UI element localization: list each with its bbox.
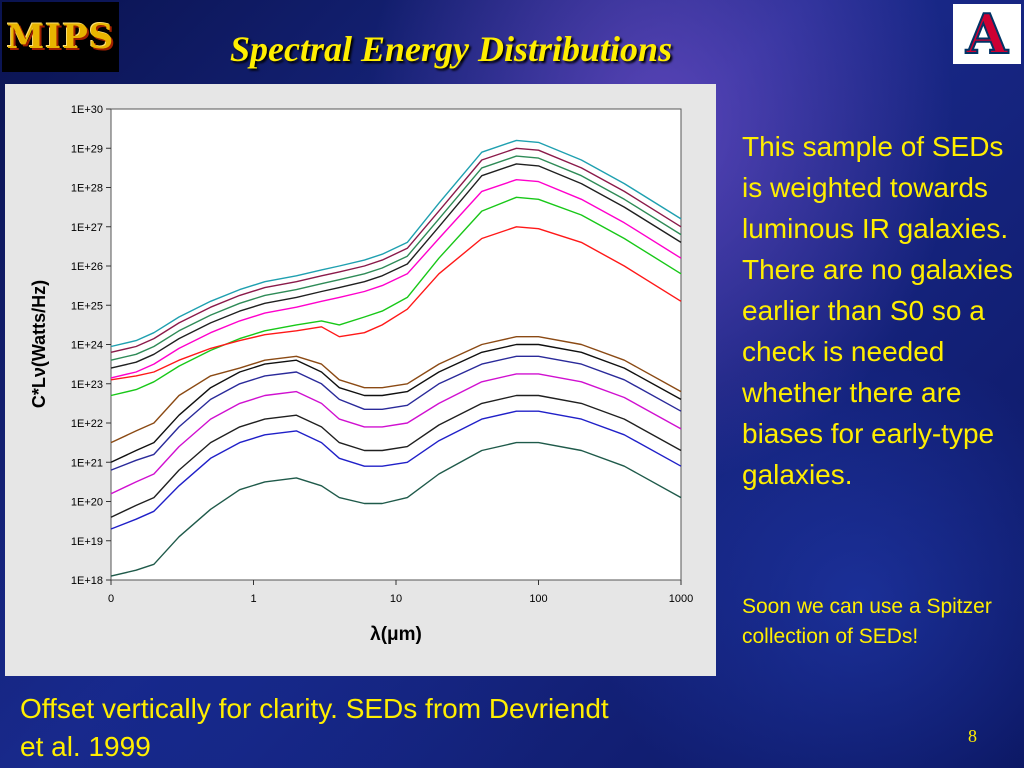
y-tick-label: 1E+22 xyxy=(71,418,103,430)
side-note: Soon we can use a Spitzer collection of … xyxy=(742,595,992,648)
chart-panel: 1E+18 1E+19 1E+20 1E+21 1E+22 1E+23 1E+24 1E+25… xyxy=(5,84,716,676)
sed-series-line-11 xyxy=(110,373,682,495)
x-axis-label: λ(μm) xyxy=(370,624,422,645)
sed-series-line-6 xyxy=(110,196,682,397)
sed-series-line-10 xyxy=(110,355,682,471)
y-tick-label: 1E+23 xyxy=(71,379,103,391)
y-axis-ticks: 1E+18 1E+19 1E+20 1E+21 1E+22 1E+23 1E+24 1E+25… xyxy=(71,104,111,587)
university-logo-text: A xyxy=(965,2,1009,66)
page-number: 8 xyxy=(968,726,977,746)
y-axis-label: C*Lν(Watts/Hz) xyxy=(29,280,49,408)
sed-series-line-8 xyxy=(110,335,682,444)
x-tick-label: 100 xyxy=(529,593,547,605)
side-text: This sample of SEDs is weighted towards … xyxy=(742,131,1013,490)
sed-series-line-13 xyxy=(110,410,682,530)
y-tick-label: 1E+18 xyxy=(71,575,103,587)
sed-series-line-9 xyxy=(110,343,682,463)
mips-logo-text: MIPS xyxy=(6,17,115,57)
footer-text: Offset vertically for clarity. SEDs from… xyxy=(20,693,609,762)
x-axis-ticks: 0 1 10 100 1000 xyxy=(108,580,693,605)
y-tick-label: 1E+20 xyxy=(71,497,103,509)
sed-chart: 1E+18 1E+19 1E+20 1E+21 1E+22 1E+23 1E+24 1E+25… xyxy=(29,104,693,645)
sed-series-line-14 xyxy=(110,441,682,577)
sed-series-line-12 xyxy=(110,394,682,518)
mips-logo: MIPS xyxy=(2,2,119,72)
x-tick-label: 1000 xyxy=(669,593,693,605)
y-tick-label: 1E+29 xyxy=(71,143,103,155)
y-tick-label: 1E+24 xyxy=(71,340,103,352)
sed-series-line-7 xyxy=(110,226,682,381)
y-tick-label: 1E+27 xyxy=(71,222,103,234)
y-tick-label: 1E+25 xyxy=(71,300,103,312)
x-tick-label: 10 xyxy=(390,593,402,605)
y-tick-label: 1E+26 xyxy=(71,261,103,273)
y-tick-label: 1E+19 xyxy=(71,536,103,548)
x-tick-label: 1 xyxy=(250,593,256,605)
sed-series-line-2 xyxy=(110,147,682,353)
sed-series-line-4 xyxy=(110,163,682,369)
y-tick-label: 1E+21 xyxy=(71,457,103,469)
sed-series-line-3 xyxy=(110,155,682,361)
series-group xyxy=(110,139,682,577)
y-tick-label: 1E+28 xyxy=(71,183,103,195)
plot-area xyxy=(110,108,682,581)
sed-series-line-1 xyxy=(110,139,682,348)
university-logo: A xyxy=(953,4,1021,64)
x-tick-label: 0 xyxy=(108,593,114,605)
y-tick-label: 1E+30 xyxy=(71,104,103,116)
sed-series-line-5 xyxy=(110,178,682,379)
slide-title: Spectral Energy Distributions xyxy=(230,29,673,69)
